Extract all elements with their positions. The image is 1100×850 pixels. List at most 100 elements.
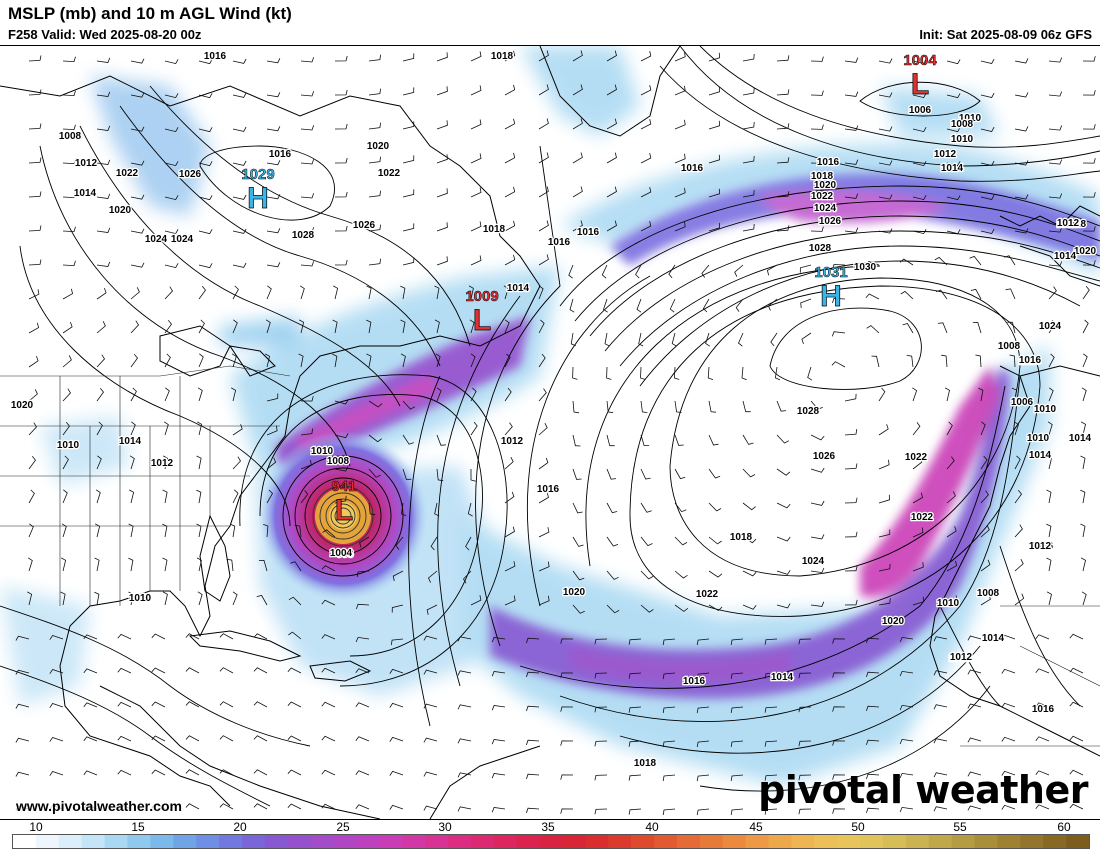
- wind-barb: [1048, 57, 1063, 63]
- wind-barb: [538, 186, 549, 198]
- wind-barb: [287, 769, 302, 776]
- wind-barb: [219, 633, 234, 640]
- wind-barb: [391, 604, 404, 613]
- wind-barb: [117, 769, 132, 776]
- wind-barb: [798, 706, 812, 713]
- wind-barb: [980, 559, 991, 572]
- wind-barb: [423, 737, 438, 743]
- wind-barb: [402, 155, 415, 164]
- wind-barb: [832, 638, 846, 644]
- wind-barb: [662, 740, 676, 748]
- wind-barb: [185, 803, 200, 810]
- wind-barb: [300, 125, 315, 131]
- wind-barb: [402, 257, 415, 266]
- wind-barb: [28, 259, 42, 266]
- wind-barb: [967, 805, 982, 811]
- wind-barb: [185, 633, 200, 640]
- wind-barb: [395, 536, 404, 550]
- colorbar-swatch: [631, 835, 655, 848]
- wind-barb: [368, 122, 381, 130]
- colorbar-swatch: [127, 835, 151, 848]
- wind-barb: [742, 536, 757, 544]
- wind-barb: [504, 561, 516, 572]
- wind-barb: [232, 194, 247, 200]
- wind-barb: [266, 194, 281, 200]
- wind-barb: [526, 773, 540, 780]
- wind-barb: [662, 672, 676, 680]
- wind-barb: [436, 434, 446, 446]
- wind-barb: [878, 529, 891, 538]
- wind-barb: [196, 489, 202, 504]
- wind-barb: [117, 735, 132, 742]
- wind-barb: [776, 569, 791, 575]
- wind-barb: [288, 631, 302, 640]
- wind-barb: [1001, 634, 1016, 640]
- wind-barb: [572, 50, 583, 62]
- colorbar-tick-label: 60: [1057, 820, 1071, 834]
- wind-barb: [130, 421, 136, 436]
- wind-barb: [1014, 524, 1023, 538]
- wind-barb: [912, 59, 927, 65]
- weather-map: 1016 1018 1008 1010 1012 1014 1016 1020 1026 1024…: [0, 45, 1100, 820]
- wind-barb: [321, 769, 336, 776]
- wind-barb: [300, 261, 315, 267]
- wind-barb: [457, 636, 472, 642]
- wind-barb: [696, 672, 710, 680]
- wind-barb: [1046, 557, 1052, 572]
- isobar-label: 1018: [811, 171, 834, 182]
- wind-barb: [560, 672, 574, 678]
- wind-barb: [470, 51, 482, 62]
- wind-barb: [287, 735, 302, 742]
- wind-barb: [764, 774, 778, 781]
- wind-barb: [504, 595, 516, 606]
- wind-barb: [28, 355, 39, 368]
- wind-barb: [606, 502, 618, 514]
- wind-barb: [933, 772, 948, 778]
- website-url: www.pivotalweather.com: [14, 798, 184, 814]
- wind-barb: [844, 599, 858, 606]
- isobar-label: 1010: [937, 598, 960, 609]
- wind-barb: [935, 289, 948, 300]
- wind-barb: [130, 194, 145, 200]
- wind-barb: [491, 705, 506, 711]
- wind-barb: [62, 455, 69, 470]
- wind-barb: [538, 457, 549, 470]
- isobar-label: 1016: [269, 149, 292, 160]
- isobar-label: 1016: [681, 163, 704, 174]
- wind-barb: [198, 127, 213, 133]
- wind-barb: [866, 807, 880, 814]
- wind-barb: [899, 772, 914, 779]
- wind-barb: [640, 604, 654, 613]
- wind-barb: [334, 466, 349, 472]
- wind-barb: [1001, 804, 1016, 810]
- wind-barb: [1014, 455, 1021, 470]
- wind-barb: [164, 353, 171, 368]
- wind-barb: [572, 468, 582, 480]
- wind-barb: [470, 221, 482, 232]
- wind-barb: [526, 671, 540, 678]
- isobar-label: 1022: [378, 168, 401, 179]
- wind-barb: [674, 85, 686, 96]
- wind-barb: [538, 319, 545, 334]
- wind-barb: [1082, 90, 1096, 96]
- wind-barb: [61, 557, 67, 572]
- wind-barb: [28, 157, 42, 164]
- wind-barb: [366, 353, 372, 368]
- wind-barb: [572, 366, 578, 380]
- wind-barb: [164, 161, 179, 167]
- wind-barb: [266, 58, 281, 64]
- wind-barb: [253, 633, 268, 640]
- colorbar-swatch: [974, 835, 998, 848]
- wind-barb: [470, 187, 482, 198]
- wind-barb: [1048, 319, 1056, 334]
- wind-barb: [674, 187, 686, 198]
- wind-barb: [1048, 193, 1063, 199]
- wind-barb: [198, 59, 213, 65]
- wind-barb: [774, 366, 781, 381]
- wind-barb: [287, 701, 302, 708]
- wind-barb: [970, 288, 982, 300]
- wind-barb: [436, 468, 444, 482]
- isobar-label: 1024: [171, 234, 194, 245]
- wind-barb: [776, 123, 790, 130]
- isobar-label: 1022: [811, 191, 834, 202]
